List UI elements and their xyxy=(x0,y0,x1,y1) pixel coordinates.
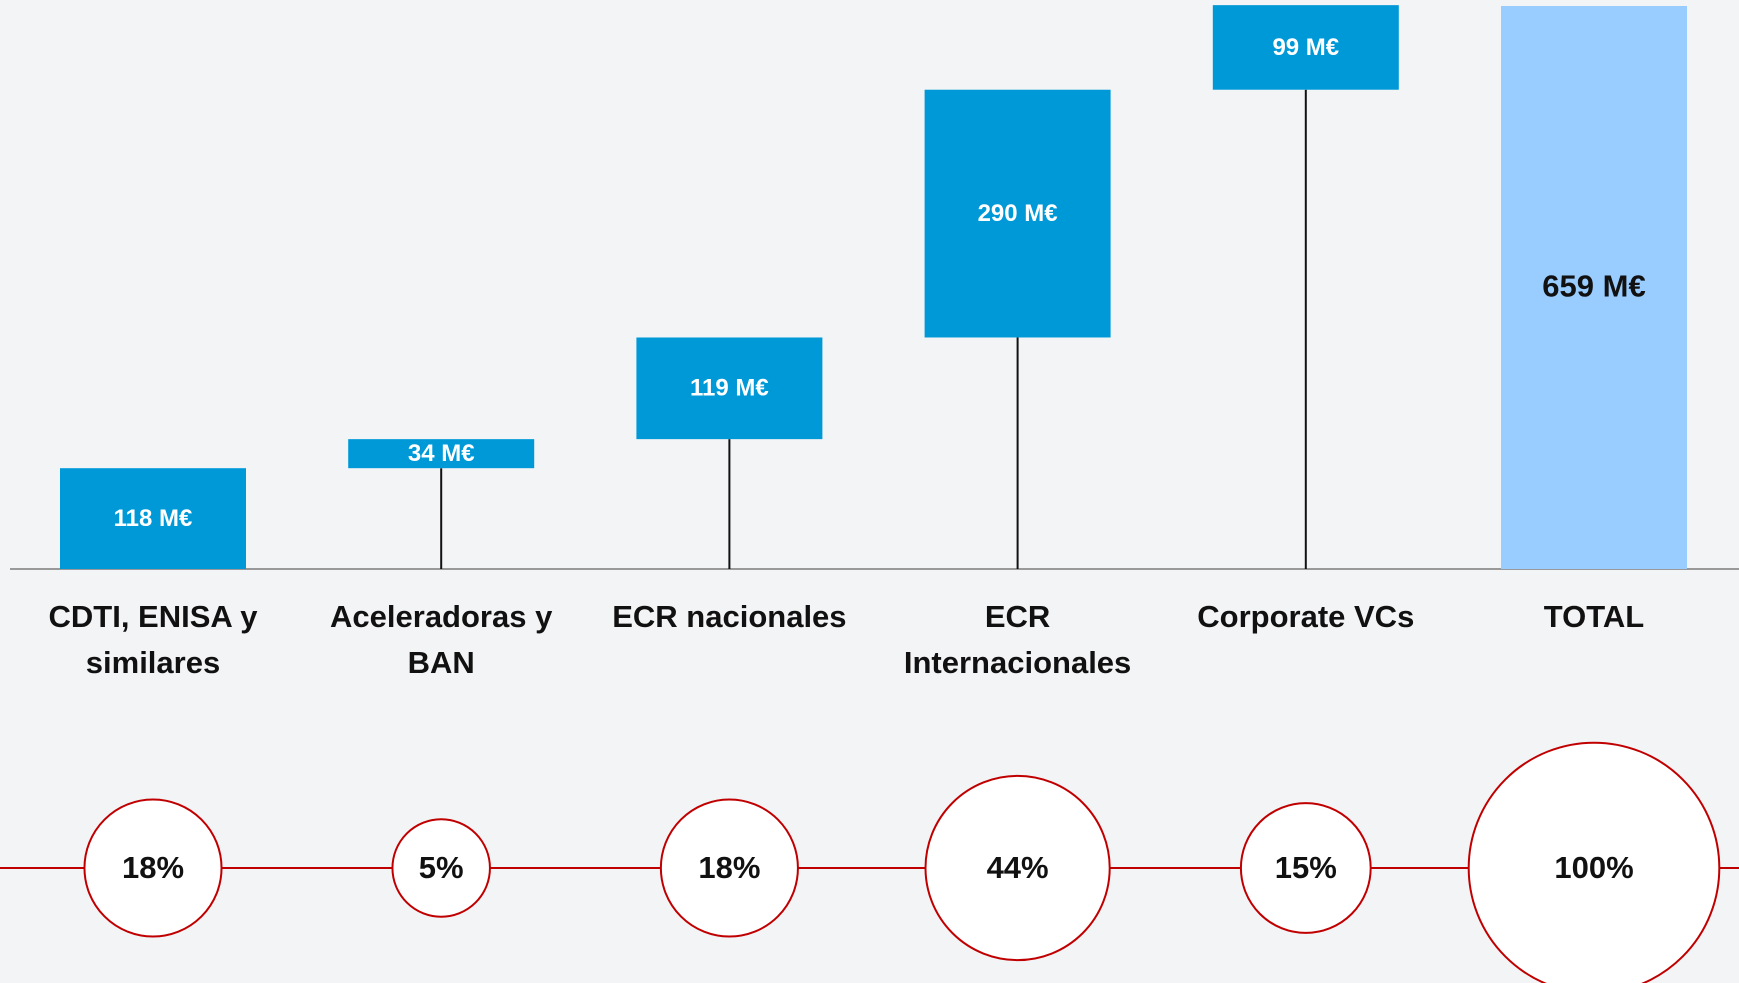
share-label: 100% xyxy=(1554,850,1633,885)
share-label: 5% xyxy=(419,850,464,885)
share-label: 15% xyxy=(1275,850,1337,885)
category-label: ECR nacionales xyxy=(612,599,847,634)
share-bubble xyxy=(1239,802,1372,934)
bar xyxy=(1212,5,1399,90)
value-label: 34 M€ xyxy=(408,440,475,467)
bar xyxy=(60,468,246,569)
share-label: 44% xyxy=(987,850,1049,885)
value-label: 118 M€ xyxy=(114,505,193,532)
value-label: 659 M€ xyxy=(1542,269,1645,304)
category-label: CDTI, ENISA y similares xyxy=(48,599,258,680)
total-bar xyxy=(1501,6,1687,569)
bar xyxy=(636,337,823,440)
share-label: 18% xyxy=(122,850,184,885)
share-bubble xyxy=(659,798,799,938)
category-label: TOTAL xyxy=(1543,599,1645,634)
value-label: 99 M€ xyxy=(1272,34,1339,61)
share-label: 18% xyxy=(698,850,760,885)
share-bubble xyxy=(83,798,223,938)
share-bubble xyxy=(391,818,491,918)
category-label: ECR Internacionales xyxy=(903,599,1132,680)
category-label: Aceleradoras y BAN xyxy=(330,599,553,680)
category-label: Corporate VCs xyxy=(1197,599,1415,634)
value-label: 290 M€ xyxy=(978,200,1058,227)
share-bubble xyxy=(924,774,1111,962)
bar xyxy=(348,439,535,469)
bar xyxy=(924,89,1111,338)
share-bubble xyxy=(1467,741,1721,983)
value-label: 119 M€ xyxy=(690,375,769,402)
